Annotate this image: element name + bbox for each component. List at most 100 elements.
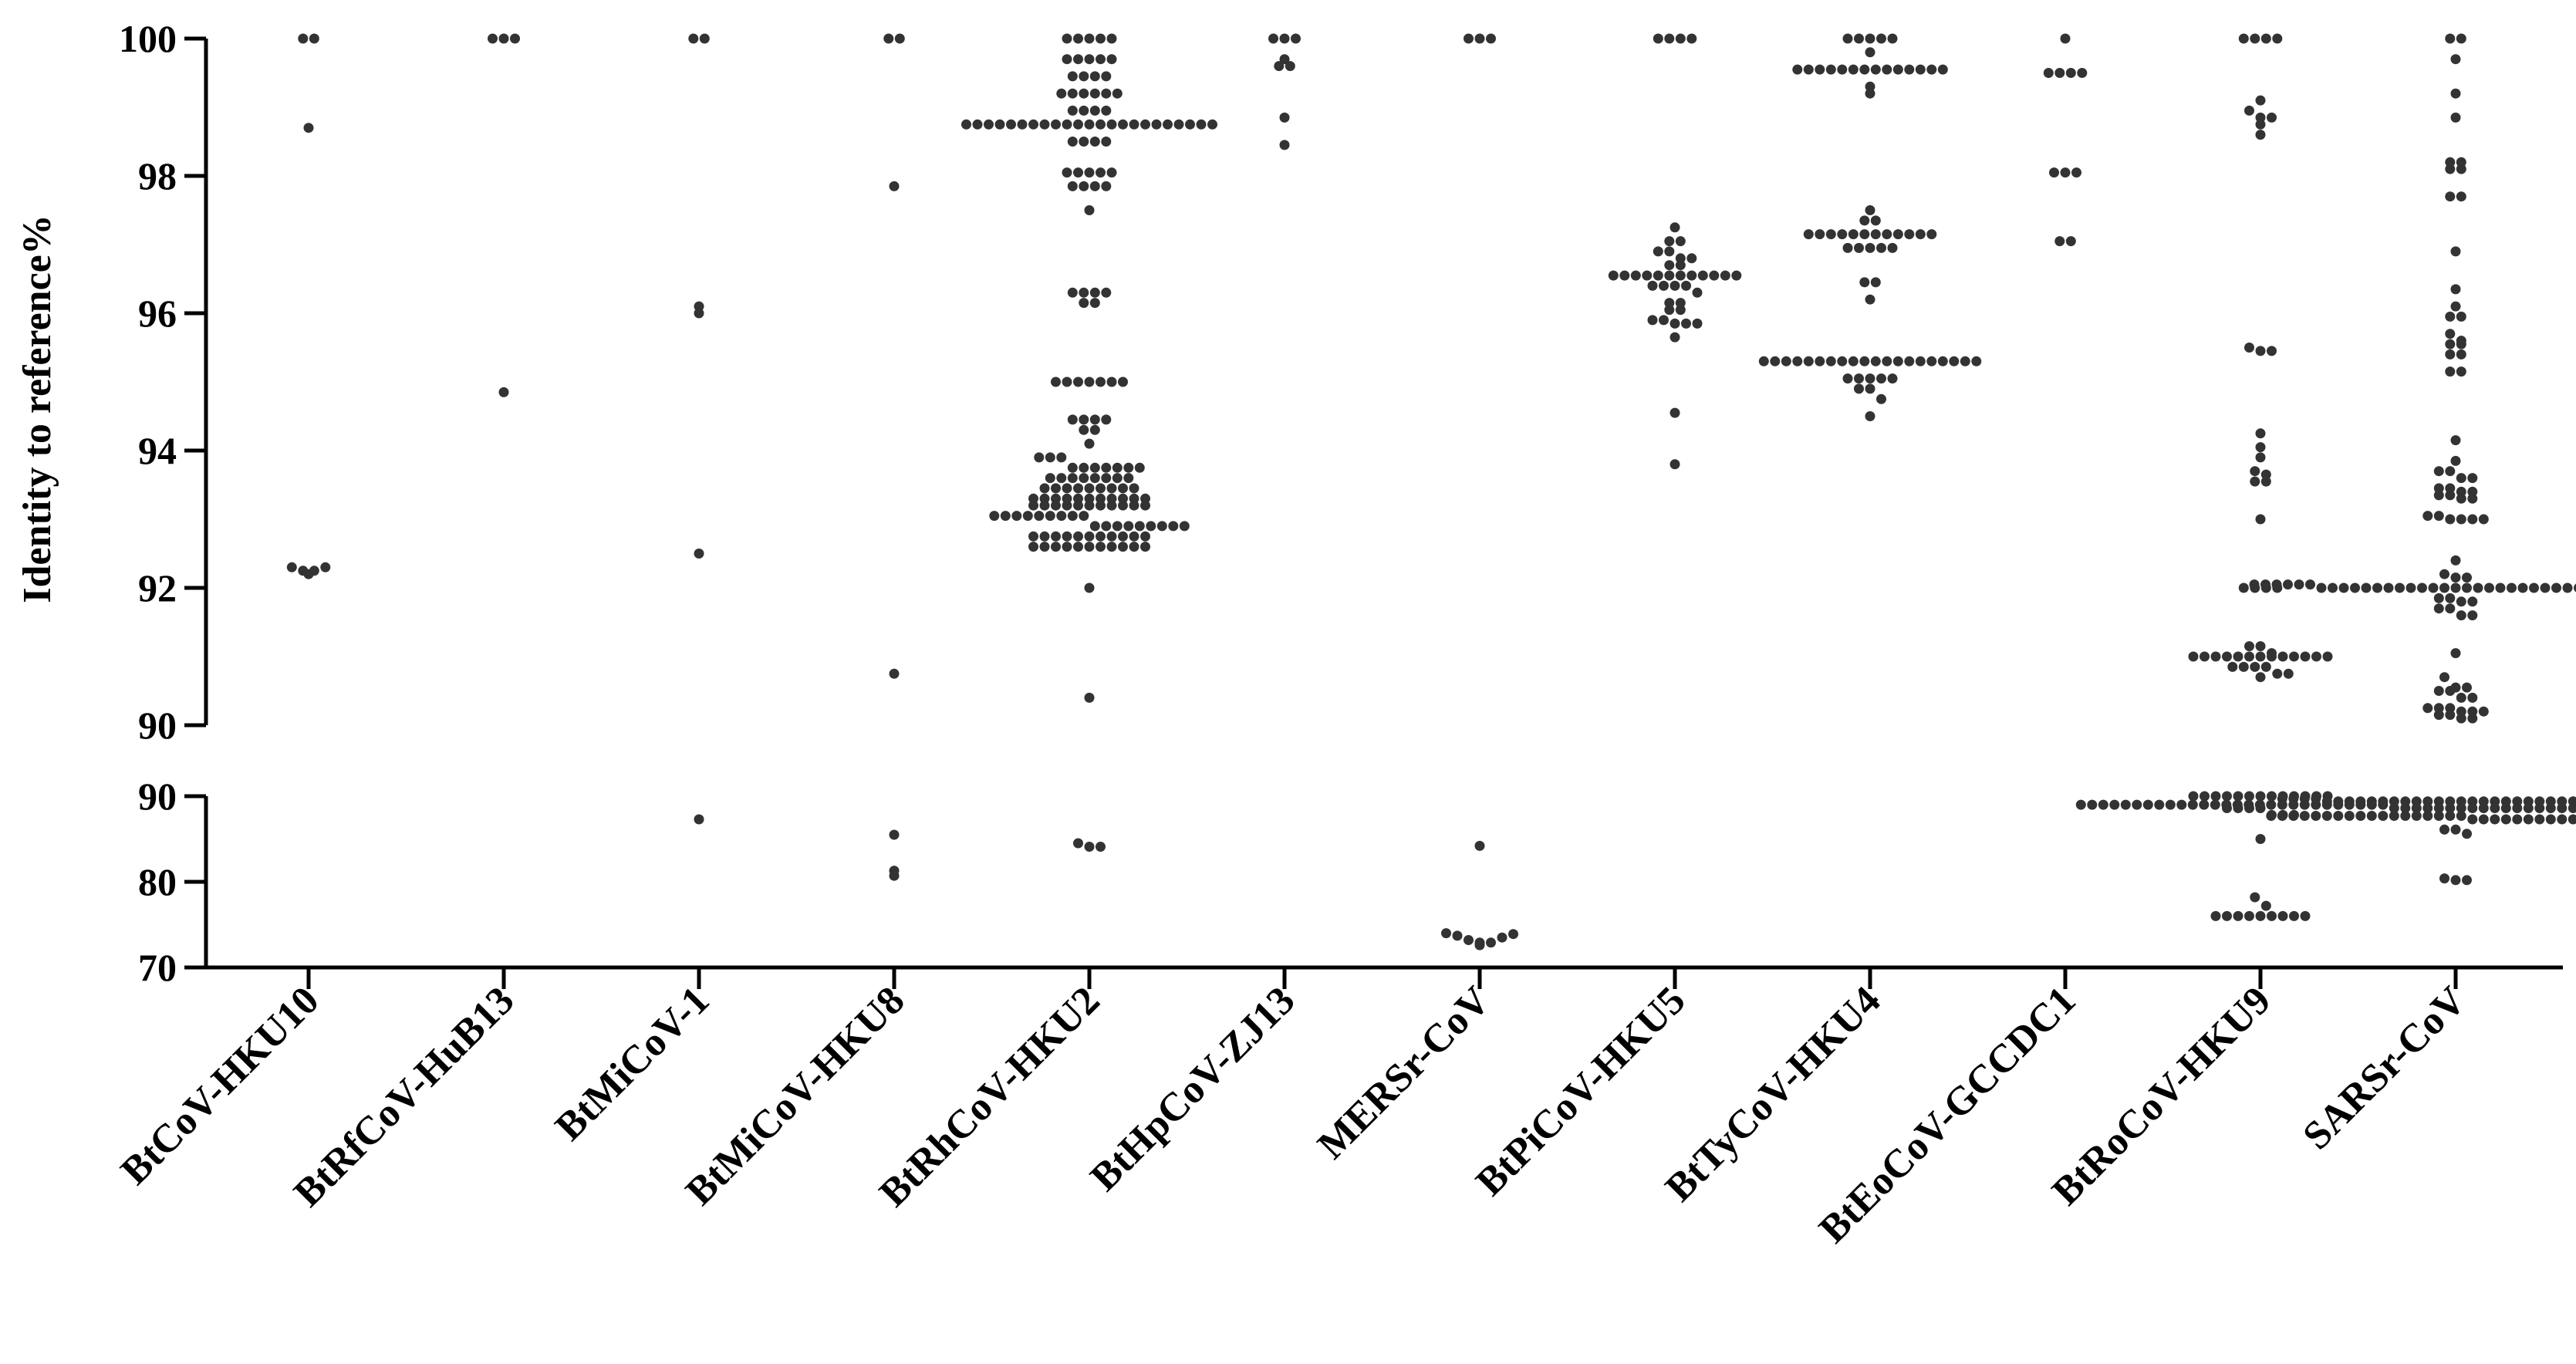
data-point bbox=[2300, 910, 2311, 921]
data-point bbox=[1106, 493, 1117, 504]
data-point bbox=[1028, 500, 1038, 511]
data-point bbox=[1045, 473, 1055, 484]
data-point bbox=[2260, 579, 2270, 590]
data-point bbox=[2411, 811, 2422, 821]
data-point bbox=[1062, 500, 1072, 511]
data-point bbox=[1904, 356, 1915, 366]
data-point bbox=[1106, 119, 1117, 130]
data-point bbox=[2529, 582, 2539, 593]
data-point bbox=[2311, 799, 2321, 810]
data-point bbox=[2244, 343, 2254, 353]
data-point bbox=[1045, 511, 1055, 522]
data-point bbox=[2478, 803, 2489, 813]
data-point bbox=[1101, 462, 1112, 473]
data-point bbox=[1653, 246, 1663, 257]
data-point bbox=[498, 387, 509, 397]
data-point bbox=[2445, 366, 2456, 377]
data-point bbox=[1848, 229, 1859, 240]
data-point bbox=[2450, 824, 2461, 835]
data-point bbox=[2250, 661, 2260, 672]
data-point bbox=[1089, 137, 1100, 147]
data-point bbox=[2467, 514, 2478, 525]
data-point bbox=[2467, 713, 2478, 724]
data-point bbox=[1670, 407, 1680, 418]
data-point bbox=[1089, 88, 1100, 99]
data-point bbox=[298, 33, 309, 44]
data-point bbox=[2255, 834, 2266, 844]
data-point bbox=[2450, 54, 2461, 65]
y-ticks-group: 90 92 94 96 98 100 70 80 90 bbox=[119, 17, 206, 989]
data-point bbox=[1608, 270, 1619, 281]
data-point bbox=[1096, 376, 1106, 387]
data-point bbox=[2255, 112, 2266, 123]
data-point bbox=[2344, 811, 2355, 821]
data-point bbox=[2233, 651, 2243, 662]
data-point bbox=[1028, 493, 1038, 504]
data-point bbox=[2378, 799, 2389, 810]
data-point bbox=[2445, 490, 2456, 501]
data-point bbox=[1118, 531, 1128, 542]
data-point bbox=[1876, 393, 1886, 404]
data-point bbox=[1842, 242, 1853, 253]
data-point bbox=[1079, 287, 1089, 298]
y-tick-label: 94 bbox=[138, 429, 177, 472]
data-point bbox=[2422, 803, 2433, 813]
data-point bbox=[1011, 511, 1022, 522]
data-point bbox=[2562, 582, 2573, 593]
data-point bbox=[1720, 270, 1730, 281]
data-point bbox=[2255, 641, 2266, 652]
data-point bbox=[1028, 531, 1038, 542]
data-point bbox=[1096, 842, 1106, 852]
data-point bbox=[1106, 33, 1117, 44]
data-point bbox=[1073, 531, 1083, 542]
data-point bbox=[2400, 803, 2411, 813]
data-point bbox=[1045, 452, 1055, 463]
data-point bbox=[1067, 414, 1078, 425]
data-point bbox=[1106, 54, 1117, 65]
data-point bbox=[1675, 298, 1686, 309]
data-point bbox=[1179, 521, 1190, 532]
data-point bbox=[2266, 811, 2277, 821]
data-point bbox=[1859, 277, 1870, 288]
data-point bbox=[1106, 500, 1117, 511]
data-point bbox=[2210, 651, 2221, 662]
data-point bbox=[1140, 500, 1150, 511]
data-point bbox=[1089, 424, 1100, 435]
data-point bbox=[2395, 582, 2405, 593]
data-point bbox=[2255, 672, 2266, 683]
data-point bbox=[2338, 582, 2349, 593]
data-point bbox=[1079, 88, 1089, 99]
data-point bbox=[1079, 105, 1089, 116]
data-point bbox=[1112, 473, 1123, 484]
data-point bbox=[2500, 803, 2511, 813]
data-point bbox=[1803, 356, 1814, 366]
data-point bbox=[1129, 542, 1139, 552]
data-point bbox=[1892, 229, 1903, 240]
data-point bbox=[1112, 462, 1123, 473]
data-point bbox=[2445, 33, 2456, 44]
data-point bbox=[1156, 521, 1167, 532]
data-point bbox=[2244, 791, 2254, 802]
data-point bbox=[2445, 329, 2456, 339]
data-point bbox=[2109, 799, 2120, 810]
data-point bbox=[2433, 490, 2444, 501]
data-point bbox=[1474, 33, 1485, 44]
data-point bbox=[1084, 376, 1095, 387]
data-point bbox=[1079, 511, 1089, 522]
data-point bbox=[2299, 799, 2310, 810]
data-point bbox=[2456, 692, 2466, 703]
data-point bbox=[1022, 511, 1033, 522]
data-point bbox=[2255, 791, 2266, 802]
data-point bbox=[2445, 514, 2456, 525]
data-point bbox=[2450, 88, 2461, 99]
data-point bbox=[2500, 814, 2511, 825]
data-point bbox=[1185, 119, 1195, 130]
data-point bbox=[2450, 284, 2461, 295]
data-point bbox=[1279, 112, 1290, 123]
data-point bbox=[2433, 811, 2444, 821]
data-point bbox=[1664, 260, 1675, 271]
data-point bbox=[2277, 910, 2288, 921]
data-point bbox=[2456, 366, 2466, 377]
data-point bbox=[1101, 88, 1112, 99]
data-point bbox=[2433, 710, 2444, 721]
